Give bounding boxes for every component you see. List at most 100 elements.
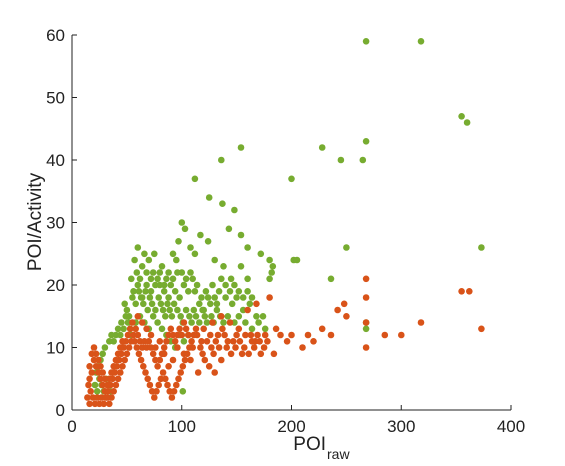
data-point <box>119 338 126 345</box>
data-point <box>142 369 149 376</box>
data-point <box>244 306 251 314</box>
data-point <box>237 231 245 239</box>
data-point <box>230 338 237 345</box>
data-point <box>167 281 175 289</box>
data-point <box>162 313 169 320</box>
data-point <box>134 281 142 289</box>
data-point <box>261 331 269 339</box>
data-point <box>178 219 186 226</box>
data-point <box>135 350 143 358</box>
data-point <box>235 313 243 320</box>
data-point <box>257 350 265 358</box>
data-point <box>226 319 234 326</box>
data-point <box>165 269 172 276</box>
data-point <box>224 338 232 345</box>
data-point <box>231 281 238 289</box>
data-point <box>260 344 268 351</box>
data-point <box>166 306 173 314</box>
data-point <box>146 294 154 301</box>
data-point <box>117 344 124 351</box>
data-point <box>288 175 295 183</box>
data-point <box>203 338 211 345</box>
data-point <box>140 363 147 370</box>
data-point <box>196 300 203 308</box>
data-point <box>103 381 111 389</box>
data-point <box>132 300 139 308</box>
data-point <box>231 206 238 214</box>
data-point <box>177 313 184 320</box>
data-point <box>318 325 326 333</box>
data-point <box>101 344 109 351</box>
data-point <box>164 300 171 308</box>
data-point <box>186 313 193 320</box>
data-point <box>147 344 155 351</box>
data-point <box>235 325 243 333</box>
data-point <box>458 113 465 120</box>
data-point <box>238 350 246 358</box>
data-point <box>478 325 485 333</box>
data-point <box>198 294 205 301</box>
data-point <box>221 331 228 339</box>
data-point <box>208 344 215 351</box>
data-point <box>156 356 164 364</box>
data-point <box>269 263 277 270</box>
data-point <box>211 294 218 301</box>
data-point <box>362 294 370 301</box>
data-point <box>123 306 131 314</box>
data-point <box>283 338 291 345</box>
data-point <box>362 325 370 333</box>
data-point <box>261 325 269 333</box>
data-point <box>205 363 213 370</box>
data-point <box>327 331 335 339</box>
data-point <box>178 331 186 339</box>
data-point <box>232 344 239 351</box>
data-point <box>106 400 113 408</box>
data-point <box>173 381 180 389</box>
data-point <box>337 156 345 164</box>
data-point <box>201 313 209 320</box>
data-point <box>146 381 154 389</box>
data-point <box>213 300 221 308</box>
x-tick-label: 300 <box>387 417 415 436</box>
data-point <box>154 363 161 370</box>
data-point <box>223 344 230 351</box>
data-point <box>121 300 128 308</box>
data-point <box>253 300 260 308</box>
data-point <box>143 281 150 289</box>
data-point <box>224 313 232 320</box>
data-point <box>131 338 138 345</box>
data-point <box>173 256 180 264</box>
data-point <box>84 394 91 401</box>
data-point <box>138 263 146 270</box>
data-point <box>144 306 151 314</box>
data-point <box>362 344 370 351</box>
data-point <box>207 331 214 339</box>
data-point <box>110 388 117 395</box>
data-point <box>165 294 172 301</box>
data-point <box>143 269 150 276</box>
data-point <box>169 275 177 283</box>
data-point <box>463 119 471 126</box>
data-point <box>264 338 271 345</box>
data-point <box>215 288 223 295</box>
data-point <box>153 388 160 395</box>
data-point <box>124 331 132 339</box>
data-point <box>157 300 165 308</box>
data-point <box>362 275 370 283</box>
data-point <box>185 331 192 339</box>
data-point <box>147 288 155 295</box>
data-point <box>239 294 247 301</box>
data-point <box>417 38 425 45</box>
data-point <box>149 350 157 358</box>
data-point <box>152 306 159 314</box>
data-point <box>90 344 98 351</box>
data-point <box>93 388 101 395</box>
data-point <box>241 344 248 351</box>
data-point <box>179 388 187 395</box>
data-point <box>129 319 136 326</box>
data-point <box>213 306 221 314</box>
data-point <box>417 319 425 326</box>
data-point <box>114 350 122 358</box>
data-point <box>117 331 124 339</box>
data-point <box>220 263 227 270</box>
